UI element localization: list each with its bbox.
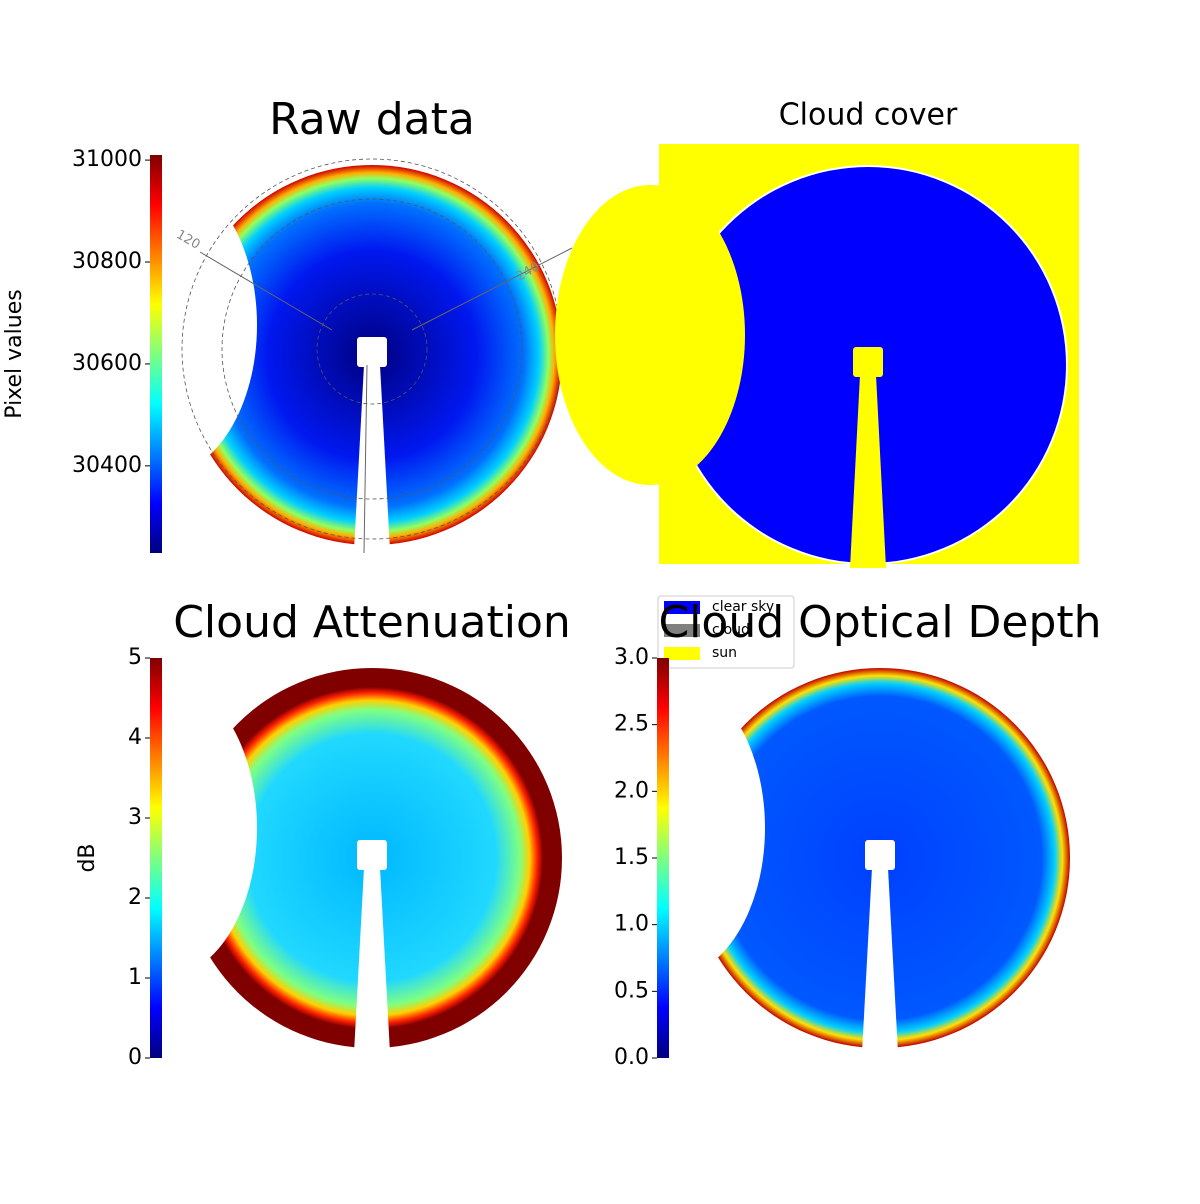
legend-swatch xyxy=(664,647,700,660)
camera-arm xyxy=(357,337,387,367)
pole-shadow xyxy=(862,868,898,1053)
colorbar-tick-label: 3.0 xyxy=(614,645,649,670)
panel-title: Cloud Attenuation xyxy=(173,597,571,648)
sky-image xyxy=(555,167,1066,568)
colorbar-tick-label: 3 xyxy=(128,805,142,830)
colorbar-tick-label: 30800 xyxy=(72,249,142,274)
colorbar-tick-label: 2 xyxy=(128,885,142,910)
legend-swatch xyxy=(664,601,700,614)
polar-ring xyxy=(221,198,523,500)
colorbar-tick-label: 0.0 xyxy=(614,1045,649,1070)
pole-shadow xyxy=(354,868,390,1053)
colorbar-tick-label: 4 xyxy=(128,725,142,750)
colorbar-tick-label: 0 xyxy=(128,1045,142,1070)
colorbar xyxy=(150,155,162,553)
colorbar-tick-label: 1 xyxy=(128,965,142,990)
legend-label: cloud xyxy=(712,622,750,638)
colorbar-tick-label: 5 xyxy=(128,645,142,670)
colorbar-tick-label: 2.5 xyxy=(614,712,649,737)
colorbar-tick-label: 1.0 xyxy=(614,912,649,937)
legend: clear sky cloud sun xyxy=(657,595,795,669)
legend-label: sun xyxy=(712,645,737,661)
pole-shadow xyxy=(354,365,390,550)
camera-arm xyxy=(865,840,895,870)
polar-spoke xyxy=(199,251,333,331)
colorbar-label: dB xyxy=(75,843,100,872)
polar-spoke xyxy=(411,247,573,331)
panel-title: Raw data xyxy=(269,94,475,145)
polar-ring xyxy=(316,293,428,405)
polar-spoke xyxy=(363,364,368,554)
colorbar-label: Pixel values xyxy=(2,289,27,418)
colorbar-tick-label: 1.5 xyxy=(614,845,649,870)
legend-label: clear sky xyxy=(712,599,774,615)
colorbar-tick-label: 30600 xyxy=(72,351,142,376)
panel-title: Cloud Optical Depth xyxy=(658,597,1101,648)
sky-image xyxy=(575,668,1070,1053)
legend-swatch xyxy=(664,624,700,637)
colorbar-tick-label: 0.5 xyxy=(614,978,649,1003)
colorbar-tick-label: 31000 xyxy=(72,147,142,172)
colorbar xyxy=(657,658,669,1058)
camera-arm xyxy=(357,840,387,870)
camera-arm xyxy=(853,347,883,377)
pole-shadow xyxy=(850,375,886,568)
panel-title: Cloud cover xyxy=(779,98,958,133)
obstruction xyxy=(555,185,745,485)
colorbar-tick-label: 2.0 xyxy=(614,778,649,803)
colorbar xyxy=(150,658,162,1058)
obstruction xyxy=(575,678,765,978)
colorbar-tick-label: 30400 xyxy=(72,453,142,478)
